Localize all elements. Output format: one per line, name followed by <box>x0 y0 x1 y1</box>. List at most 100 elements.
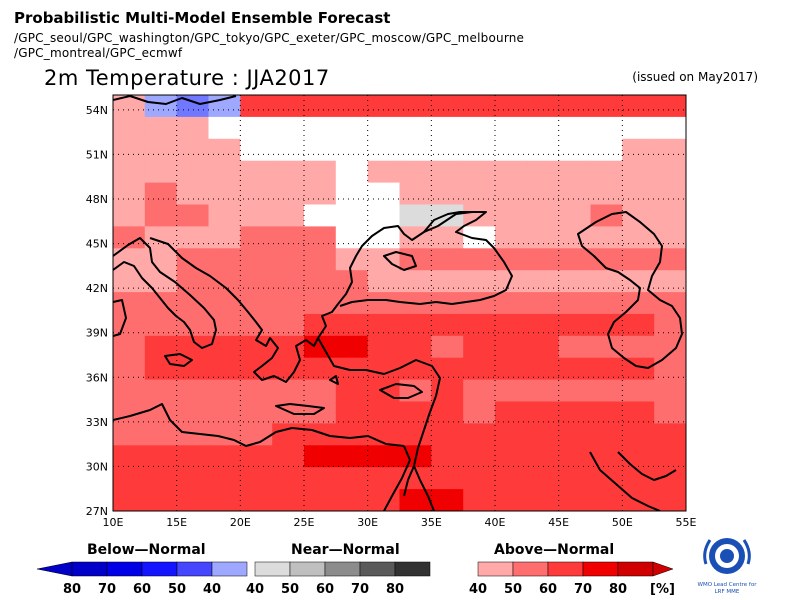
lat-tick-label: 51N <box>86 148 108 161</box>
probability-cell <box>526 204 560 227</box>
legend-arrow-left <box>36 561 73 577</box>
probability-cell <box>144 379 178 403</box>
probability-cell <box>558 116 592 140</box>
probability-cell <box>495 160 528 184</box>
probability-cell <box>495 95 528 118</box>
probability-cell <box>431 313 464 337</box>
legend-label: 40 <box>203 582 221 597</box>
probability-cell <box>526 423 560 446</box>
probability-cell <box>654 467 686 490</box>
probability-cell <box>495 270 528 293</box>
probability-cell <box>335 204 369 227</box>
legend-label: 50 <box>281 582 299 597</box>
probability-cell <box>208 445 241 468</box>
probability-cell <box>113 116 146 140</box>
probability-cell <box>590 313 623 337</box>
probability-cell <box>304 248 337 271</box>
probability-cell <box>463 401 496 424</box>
probability-cell <box>176 138 210 162</box>
probability-cell <box>144 248 178 271</box>
legend-label: 80 <box>386 582 404 597</box>
probability-cell <box>399 335 432 359</box>
issued-date: (issued on May2017) <box>632 70 758 84</box>
probability-cell <box>113 226 146 249</box>
legend-above-title: Above—Normal <box>494 542 615 558</box>
probability-cell <box>495 423 528 446</box>
probability-cell <box>367 182 401 206</box>
legend-swatch <box>477 561 514 577</box>
probability-cell <box>431 248 464 271</box>
legend-near-bar: 40 50 60 70 80 <box>246 561 431 597</box>
probability-cell <box>463 116 496 140</box>
probability-cell <box>144 270 178 293</box>
probability-cell <box>144 423 178 446</box>
probability-cell <box>208 182 241 206</box>
probability-cell <box>367 467 401 490</box>
probability-cell <box>144 95 178 118</box>
wmo-logo: WMO Lead Centre for LRF MME <box>698 538 757 595</box>
probability-cell <box>208 226 241 249</box>
lat-tick-label: 27N <box>86 505 108 518</box>
probability-cell <box>113 423 146 446</box>
probability-cell <box>558 270 592 293</box>
probability-cell <box>272 182 305 206</box>
probability-cell <box>431 182 464 206</box>
legend-swatch <box>211 561 248 577</box>
probability-cell <box>495 335 528 359</box>
probability-cell <box>463 248 496 271</box>
probability-cell <box>304 116 337 140</box>
models-line-1: /GPC_seoul/GPC_washington/GPC_tokyo/GPC_… <box>14 31 525 45</box>
legend-below-bar: 80 70 60 50 40 <box>36 561 248 597</box>
probability-cell <box>526 116 560 140</box>
probability-cell <box>463 160 496 184</box>
probability-cell <box>335 248 369 271</box>
probability-cell <box>240 160 273 184</box>
map-subtitle: 2m Temperature : JJA2017 <box>44 66 330 90</box>
probability-cell <box>144 489 178 511</box>
lat-tick-label: 30N <box>86 460 108 473</box>
probability-cell <box>304 292 337 315</box>
probability-cell <box>399 489 432 511</box>
probability-cell <box>113 357 146 381</box>
probability-cell <box>272 335 305 359</box>
probability-cell <box>526 467 560 490</box>
probability-cell <box>144 445 178 468</box>
legend-swatch <box>254 561 291 577</box>
legend-swatch <box>176 561 213 577</box>
probability-cell <box>176 270 210 293</box>
probability-cell <box>144 182 178 206</box>
models-line-2: /GPC_montreal/GPC_ecmwf <box>14 46 183 60</box>
probability-cell <box>495 379 528 403</box>
probability-cell <box>399 138 432 162</box>
probability-cell <box>622 116 655 140</box>
probability-cell <box>367 95 401 118</box>
probability-cell <box>526 379 560 403</box>
probability-cell <box>304 445 337 468</box>
probability-cell <box>558 248 592 271</box>
probability-cell <box>176 401 210 424</box>
legend-label: 50 <box>168 582 186 597</box>
probability-cell <box>558 335 592 359</box>
probability-cell <box>558 204 592 227</box>
probability-cell <box>463 335 496 359</box>
probability-cell <box>144 467 178 490</box>
probability-cell <box>367 270 401 293</box>
probability-cell <box>176 379 210 403</box>
wmo-logo-line2: LRF MME <box>715 589 740 595</box>
probability-cell <box>558 445 592 468</box>
probability-cell <box>304 489 337 511</box>
probability-cell <box>431 357 464 381</box>
probability-cell <box>431 160 464 184</box>
legend-label: 60 <box>316 582 334 597</box>
probability-cell <box>176 95 210 118</box>
map-gridlines <box>113 95 686 511</box>
map-title: Probabilistic Multi-Model Ensemble Forec… <box>14 9 391 27</box>
probability-cell <box>431 401 464 424</box>
legend-near-title: Near—Normal <box>291 542 400 558</box>
probability-cell <box>654 248 686 271</box>
probability-cell <box>495 357 528 381</box>
probability-cell <box>526 292 560 315</box>
probability-cell <box>272 292 305 315</box>
probability-cell <box>622 226 655 249</box>
probability-cell <box>622 335 655 359</box>
